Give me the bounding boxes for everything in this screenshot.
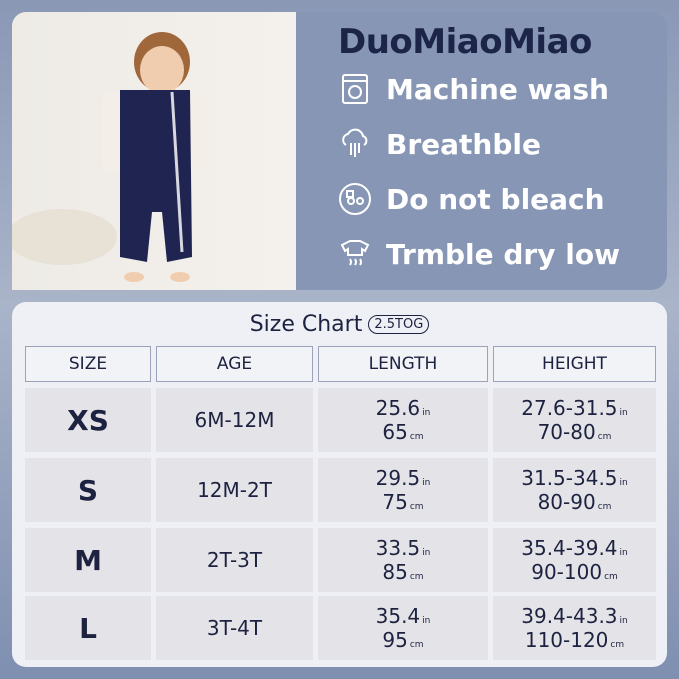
age-cell: 12M-2T <box>156 458 313 522</box>
size-cell: XS <box>25 388 151 452</box>
height-cell: 39.4-43.3 in 110-120 cm <box>493 596 656 660</box>
height-cell: 27.6-31.5 in 70-80 cm <box>493 388 656 452</box>
size-chart: Size Chart 2.5TOG SIZE AGE LENGTH HEIGHT XS 6M… <box>12 302 667 667</box>
header-length: LENGTH <box>318 346 488 382</box>
length-cell: 35.4 in 95 cm <box>318 596 488 660</box>
no-bleach-icon <box>339 183 371 215</box>
care-panel: DuoMiaoMiao Machine wash Breathble Do no… <box>296 12 667 290</box>
cloud-breath-icon <box>342 128 368 157</box>
length-cell: 25.6 in 65 cm <box>318 388 488 452</box>
size-cell: M <box>25 528 151 592</box>
brand-logo: DuoMiaoMiao <box>338 22 592 62</box>
size-cell: L <box>25 596 151 660</box>
feature-breathable: Breathble <box>338 127 541 161</box>
length-cell: 29.5 in 75 cm <box>318 458 488 522</box>
washing-machine-icon <box>342 74 368 104</box>
header-age: AGE <box>156 346 313 382</box>
length-cell: 33.5 in 85 cm <box>318 528 488 592</box>
feature-tumble-dry: Trmble dry low <box>338 237 620 271</box>
shirt-dry-icon <box>340 240 370 266</box>
tog-badge: 2.5TOG <box>368 315 430 334</box>
age-cell: 2T-3T <box>156 528 313 592</box>
feature-machine-wash: Machine wash <box>338 72 609 106</box>
header-height: HEIGHT <box>493 346 656 382</box>
product-photo <box>12 12 296 290</box>
height-cell: 35.4-39.4 in 90-100 cm <box>493 528 656 592</box>
size-chart-title: Size Chart 2.5TOG <box>12 312 667 337</box>
size-cell: S <box>25 458 151 522</box>
height-cell: 31.5-34.5 in 80-90 cm <box>493 458 656 522</box>
header-size: SIZE <box>25 346 151 382</box>
age-cell: 6M-12M <box>156 388 313 452</box>
feature-no-bleach: Do not bleach <box>338 182 605 216</box>
age-cell: 3T-4T <box>156 596 313 660</box>
